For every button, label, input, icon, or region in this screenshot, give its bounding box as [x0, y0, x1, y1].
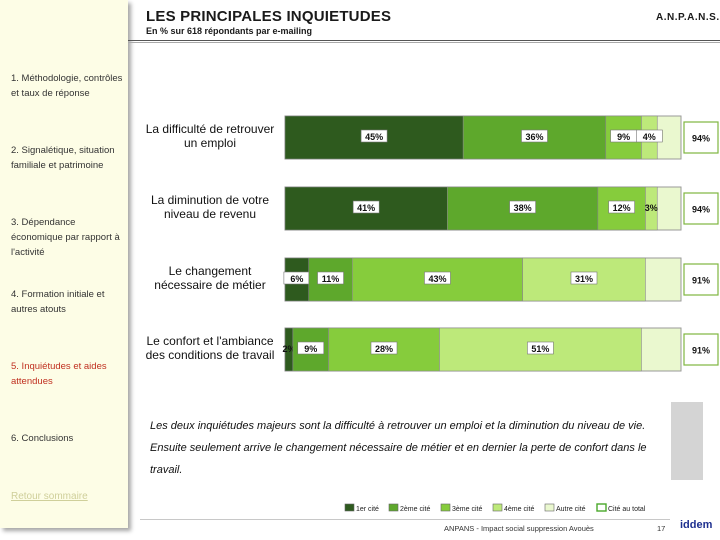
data-label: 4%	[643, 132, 656, 142]
category-label: Le changement nécessaire de métier	[154, 264, 265, 292]
data-label-box	[608, 200, 635, 214]
category-label-line: Le confort et l'ambiance	[146, 334, 273, 348]
data-label: 51%	[531, 344, 549, 354]
legend-swatch	[388, 503, 399, 512]
data-label-box	[521, 129, 548, 143]
legend-swatch	[596, 503, 607, 512]
data-label-box	[527, 341, 554, 355]
iddem-logo: iddem	[680, 519, 713, 531]
data-label-box	[370, 341, 398, 355]
category-label: La difficulté de retrouver un emploi	[146, 122, 275, 150]
legend-label: 2ème cité	[400, 506, 430, 513]
legend-label: Cité au total	[608, 506, 646, 513]
data-label: 11%	[322, 274, 340, 284]
decorative-gray-box	[671, 402, 703, 480]
data-label-box	[424, 271, 451, 285]
data-label: 9%	[617, 132, 630, 142]
legend-swatch	[344, 503, 355, 512]
page-number: 17	[657, 524, 666, 533]
conclusion-text: Les deux inquiétudes majeurs sont la dif…	[150, 420, 647, 476]
footer-text: ANPANS - Impact social suppression Avouè…	[444, 524, 594, 533]
category-label-line: des conditions de travail	[146, 348, 275, 362]
footer-divider	[140, 519, 670, 520]
data-label: 38%	[514, 203, 532, 213]
sidebar-item-inquietudes[interactable]: 5. Inquiétudes et aides attendues	[11, 361, 107, 387]
data-label: 31%	[575, 274, 593, 284]
data-label-box	[509, 200, 536, 214]
data-label: 28%	[375, 344, 393, 354]
data-label: 12%	[613, 203, 631, 213]
data-label: 6%	[290, 274, 303, 284]
category-label-line: La difficulté de retrouver	[146, 122, 275, 136]
legend-swatch	[492, 503, 503, 512]
sidebar-item-conclusions[interactable]: 6. Conclusions	[11, 433, 74, 444]
legend-label: 1er cité	[356, 506, 379, 513]
total-label: 94%	[692, 134, 710, 144]
category-label: La diminution de votre niveau de revenu	[151, 193, 269, 221]
sidebar-item-signaletique[interactable]: 2. Signalétique, situation familiale et …	[11, 145, 115, 171]
total-box	[683, 263, 719, 296]
sidebar-item-methodologie[interactable]: 1. Méthodologie, contrôles et taux de ré…	[11, 73, 123, 99]
total-label: 91%	[692, 346, 710, 356]
data-label-box	[360, 129, 388, 143]
bar-segment	[645, 186, 658, 231]
data-label: 2%	[282, 344, 295, 354]
category-label: Le confort et l'ambiance des conditions d…	[146, 334, 275, 362]
sidebar-item-formation[interactable]: 4. Formation initiale et autres atouts	[11, 289, 105, 315]
total-label: 94%	[692, 205, 710, 215]
data-label: 9%	[304, 344, 317, 354]
legend-label: 4ème cité	[504, 506, 534, 513]
data-label: 41%	[357, 203, 375, 213]
page-title: LES PRINCIPALES INQUIETUDES	[146, 8, 392, 25]
total-label: 91%	[692, 276, 710, 286]
data-label-box	[570, 271, 598, 285]
total-box	[683, 192, 719, 225]
category-label-line: La diminution de votre	[151, 193, 269, 207]
category-label-line: Le changement	[169, 264, 252, 278]
sidebar: 1. Méthodologie, contrôles et taux de ré…	[0, 0, 128, 528]
sidebar-item-dependance[interactable]: 3. Dépendance économique par rapport à l…	[11, 217, 120, 258]
title-divider-secondary	[128, 42, 720, 43]
title-divider	[128, 40, 720, 41]
data-label-box	[636, 129, 663, 143]
total-box	[683, 121, 719, 154]
data-label-box	[297, 341, 325, 355]
data-label-box	[317, 271, 344, 285]
legend-label: Autre cité	[556, 506, 586, 513]
page-subtitle: En % sur 618 répondants par e-mailing	[146, 26, 313, 36]
data-label: 36%	[525, 132, 543, 142]
retour-sommaire-link[interactable]: Retour sommaire	[11, 491, 88, 502]
category-label-line: niveau de revenu	[164, 207, 256, 221]
legend-label: 3ème cité	[452, 506, 482, 513]
legend-swatch	[440, 503, 451, 512]
brand-label: A.N.P.A.N.S.	[656, 12, 720, 23]
total-box	[683, 333, 719, 366]
data-label: 45%	[365, 132, 383, 142]
category-label-line: un emploi	[184, 136, 236, 150]
data-label: 3%	[645, 203, 658, 213]
data-label-box	[352, 200, 380, 214]
legend-swatch	[544, 503, 555, 512]
category-label-line: nécessaire de métier	[154, 278, 265, 292]
data-label: 43%	[428, 274, 446, 284]
